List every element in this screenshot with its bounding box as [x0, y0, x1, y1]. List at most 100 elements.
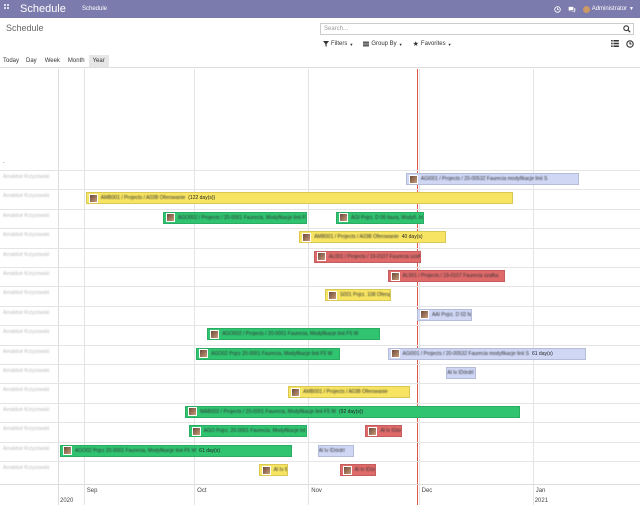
favorites-button[interactable]: ★ Favorites ▼ — [410, 39, 455, 49]
row-divider — [0, 461, 640, 462]
row-divider — [0, 208, 640, 210]
assignee-avatar — [368, 426, 378, 436]
groupby-button[interactable]: Group By ▼ — [360, 39, 405, 49]
gantt-bar[interactable]: AGO002 / Projects / 20-0001 Faurecia, Mo… — [207, 328, 381, 341]
gantt-view-icon[interactable] — [625, 39, 634, 48]
assignee-avatar — [327, 290, 337, 300]
user-avatar — [582, 5, 590, 13]
assignee-avatar — [166, 213, 176, 223]
axis-month-label: Nov — [311, 488, 322, 494]
apps-menu-icon[interactable] — [4, 4, 13, 13]
row-label: Arnaldoé Krzyzowski — [3, 309, 50, 316]
list-view-icon[interactable] — [610, 39, 619, 48]
assignee-avatar — [302, 232, 312, 242]
gantt-bar-label: Al Iv IDórdrl — [380, 428, 401, 435]
caret-down-icon: ▼ — [349, 41, 354, 47]
menu-item-schedule[interactable]: Schedule — [82, 6, 108, 12]
gantt-bar-label: AGO02 Pojrz 20-0001 Faurecia, Modyfikacj… — [75, 447, 197, 454]
scale-month-button[interactable]: Month — [67, 58, 85, 64]
row-divider — [0, 325, 640, 327]
row-divider — [0, 441, 640, 443]
axis-year-label: 2020 — [60, 498, 74, 504]
row-label: Arnaldoé Krzyzowski — [3, 465, 50, 471]
gantt-bar-label: AL001 / Projects / 19-0107 Faurecia szaf… — [402, 273, 499, 279]
scale-day-button[interactable]: Day — [26, 58, 37, 64]
chat-icon[interactable] — [568, 5, 577, 14]
row-label: Arnaldoé Krzyzowski — [3, 290, 50, 297]
clock-icon[interactable] — [553, 5, 562, 14]
search-icon[interactable] — [623, 25, 631, 35]
gantt-bar[interactable]: S001 Pojrz. 108 Oferuje O — [324, 289, 392, 302]
scale-year-button[interactable]: Year — [88, 55, 109, 67]
row-divider — [0, 267, 640, 268]
assignee-avatar — [390, 349, 400, 359]
gantt-bar-duration: (92 day(s)) — [339, 408, 364, 415]
row-label: Arnaldoé Krzyzowski — [3, 387, 50, 394]
axis-month-label: Jan — [535, 488, 546, 494]
row-divider — [0, 247, 640, 249]
gantt-bar-label: AGI001 / Projects / 20-00532 Faurecia mo… — [402, 350, 529, 357]
row-label: Arnaldoé Krzyzowski — [3, 251, 50, 258]
control-panel: Schedule Search... Filters ▼ Group By ▼ … — [0, 18, 640, 68]
gantt-bar[interactable]: AGO02 Pojrz 20-0001 Faurecia, Modyfikacj… — [196, 347, 340, 360]
filter-icon — [323, 41, 329, 47]
scale-today-button[interactable]: Today — [3, 58, 20, 64]
gantt-bar[interactable]: Al Iv IDórdrl — [258, 464, 289, 476]
gantt-bar-label: Al Iv IDórdrl — [273, 467, 287, 473]
scale-week-button[interactable]: Week — [44, 58, 60, 64]
gantt-bar[interactable]: AL001 / Projects / 19-0107 Faurecia szaf… — [387, 270, 506, 282]
gantt-time-axis: Sep Oct Nov Dec Jan 2020 2021 — [0, 484, 640, 505]
gantt-bar[interactable]: AGO Pojrz. 20-0001 Faurecia, Modyfikacje… — [188, 425, 307, 438]
gantt-bar[interactable]: AGI001 / Projects / 20-00532 Faurecia mo… — [405, 173, 579, 185]
assignee-avatar — [63, 446, 72, 456]
gantt-bar[interactable]: AGI Pojrz. D 06 faura, Modyfi. lnl F-W — [336, 211, 425, 224]
gantt-bar[interactable]: Al Iv IDórdrl — [317, 444, 355, 457]
gantt-bar[interactable]: AAI Pojrz. D 02 fauraModyfi lnl S — [416, 308, 473, 321]
user-menu[interactable]: Administrator ▼ — [582, 5, 634, 13]
row-divider — [0, 286, 640, 288]
gantt-bar[interactable]: Al Iv IDórdrl — [446, 367, 476, 379]
gantt-bar-duration: 61 day(s) — [531, 350, 553, 357]
axis-month-label: Sep — [86, 488, 98, 494]
filters-button[interactable]: Filters ▼ — [320, 39, 356, 49]
gantt-bar[interactable]: AMB001 / Projects / A03B Oferowanie (122 … — [85, 192, 513, 205]
row-label: Arnaldoé Krzyzowski — [3, 174, 50, 180]
gantt-bar[interactable]: AMB001 / Projects / A03B Oferowanie — [288, 386, 410, 399]
gantt-bar[interactable]: AGO02 Pojrz 20-0001 Faurecia, Modyfikacj… — [60, 444, 292, 457]
gantt-bar[interactable]: Al Iv IDórdrl — [339, 464, 377, 476]
row-label: Arnaldoé Krzyzowski — [3, 426, 50, 433]
search-placeholder: Search... — [324, 26, 349, 32]
top-navbar: Schedule Schedule Administrator ▼ — [0, 0, 640, 18]
scale-switcher: Today Day Week Month Year — [0, 55, 109, 67]
gantt-bar[interactable]: AMB001 / Projects / A03B Oferowanie 40 da… — [299, 231, 447, 244]
row-label: Arnaldoé Krzyzowski — [3, 368, 50, 374]
gantt-bar-label: AMB001 / Projects / A03B Oferowanie — [314, 234, 399, 241]
row-divider — [0, 170, 640, 171]
gantt-bar[interactable]: AGI001 / Projects / 20-00532 Faurecia mo… — [387, 347, 587, 360]
gantt-bar[interactable]: AL001 / Projects / 19-0107 Faurecia szaf… — [313, 250, 421, 263]
gantt-bar-duration: (122 day(s)) — [188, 195, 216, 202]
assignee-avatar — [390, 271, 400, 281]
axis-month-label: Dec — [421, 488, 433, 494]
gantt-bar[interactable]: Al Iv IDórdrl — [365, 425, 403, 438]
gantt-bar-label: AMB001 / Projects / A03B Oferowanie — [100, 195, 186, 202]
row-label: Arnaldoé Krzyzowski — [3, 271, 50, 277]
caret-down-icon: ▼ — [398, 41, 403, 47]
row-divider — [0, 305, 640, 307]
gantt-bar-label: AAI Pojrz. D 02 fauraModyfi lnl S — [431, 311, 472, 318]
app-brand[interactable]: Schedule — [20, 3, 66, 15]
row-label: Arnaldoé Krzyzowski — [3, 445, 50, 452]
star-icon: ★ — [412, 41, 419, 48]
gantt-bar[interactable]: MAB002 / Projects / 20-0001 Faurecia, Mo… — [185, 405, 520, 418]
row-label: Arnaldoé Krzyzowski — [3, 193, 50, 200]
row-label: Arnaldoé Krzyzowski — [3, 232, 50, 239]
row-label: Arnaldoé Krzyzowski — [3, 348, 50, 355]
row-label: Arnaldoé Krzyzowski — [3, 212, 50, 219]
gantt-bar-label: AGO002 / Projects / 20-0001 Faurecia, Mo… — [178, 214, 307, 221]
page-title: Schedule — [6, 23, 44, 33]
search-input[interactable]: Search... — [320, 23, 634, 35]
row-divider — [0, 422, 640, 424]
gantt-bar[interactable]: AGO002 / Projects / 20-0001 Faurecia, Mo… — [163, 211, 307, 224]
assignee-avatar — [339, 213, 348, 223]
user-name: Administrator — [591, 6, 628, 12]
